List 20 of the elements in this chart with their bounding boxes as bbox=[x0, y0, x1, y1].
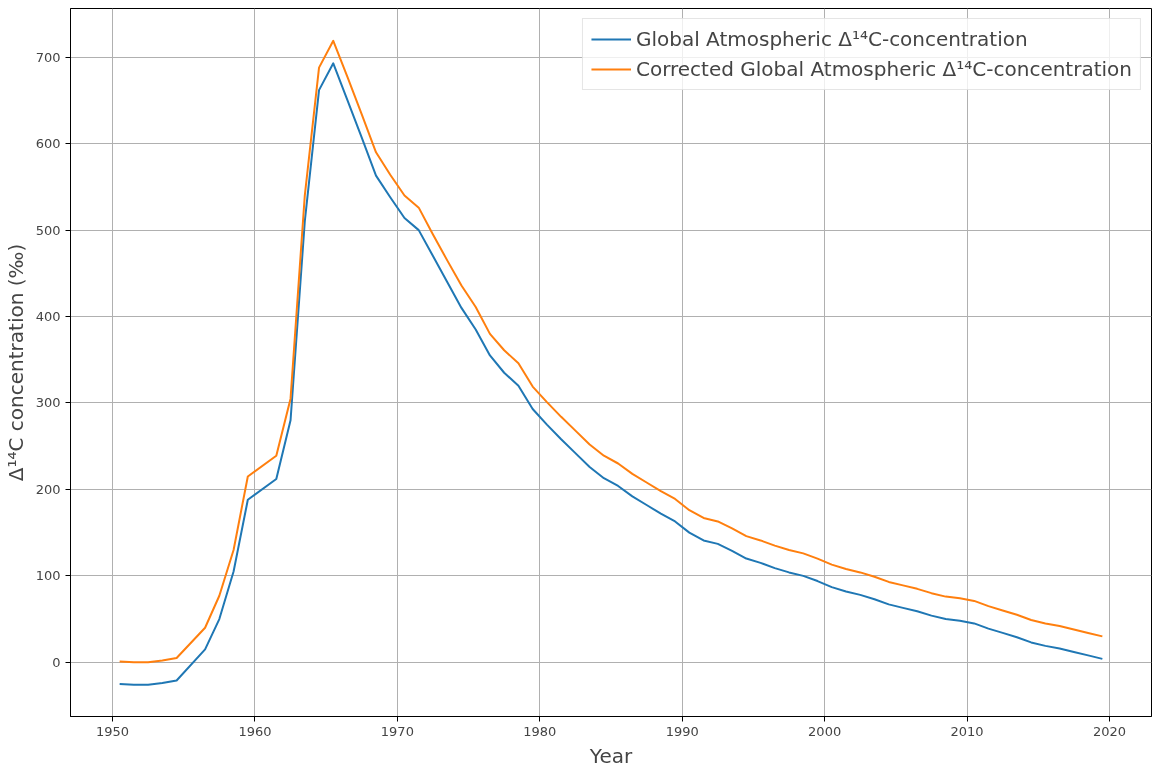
y-tick-label: 200 bbox=[35, 481, 61, 497]
y-tick-label: 600 bbox=[35, 136, 61, 152]
x-tick-label: 1950 bbox=[95, 723, 130, 739]
x-tick-label: 2000 bbox=[808, 723, 842, 739]
x-tick-label: 2020 bbox=[1092, 723, 1127, 739]
x-tick-label: 2010 bbox=[950, 723, 984, 739]
y-tick-label: 400 bbox=[35, 309, 61, 325]
x-tick-label: 1990 bbox=[665, 723, 699, 739]
y-tick-label: 500 bbox=[35, 222, 61, 238]
x-tick-label: 1960 bbox=[238, 723, 272, 739]
y-tick-label: 300 bbox=[35, 395, 61, 411]
y-tick-label: 100 bbox=[35, 568, 61, 584]
x-tick-label: 1980 bbox=[523, 723, 557, 739]
y-tick-label: 700 bbox=[35, 49, 61, 65]
x-axis-title: Year bbox=[588, 743, 633, 768]
legend-label: Corrected Global Atmospheric Δ¹⁴C-concentration bbox=[635, 57, 1132, 81]
y-tick-label: 0 bbox=[52, 654, 61, 670]
legend-label: Global Atmospheric Δ¹⁴C-concentration bbox=[635, 27, 1028, 51]
x-tick-label: 1970 bbox=[380, 723, 414, 739]
y-axis-title: Δ¹⁴C concentration (‰) bbox=[3, 243, 28, 482]
